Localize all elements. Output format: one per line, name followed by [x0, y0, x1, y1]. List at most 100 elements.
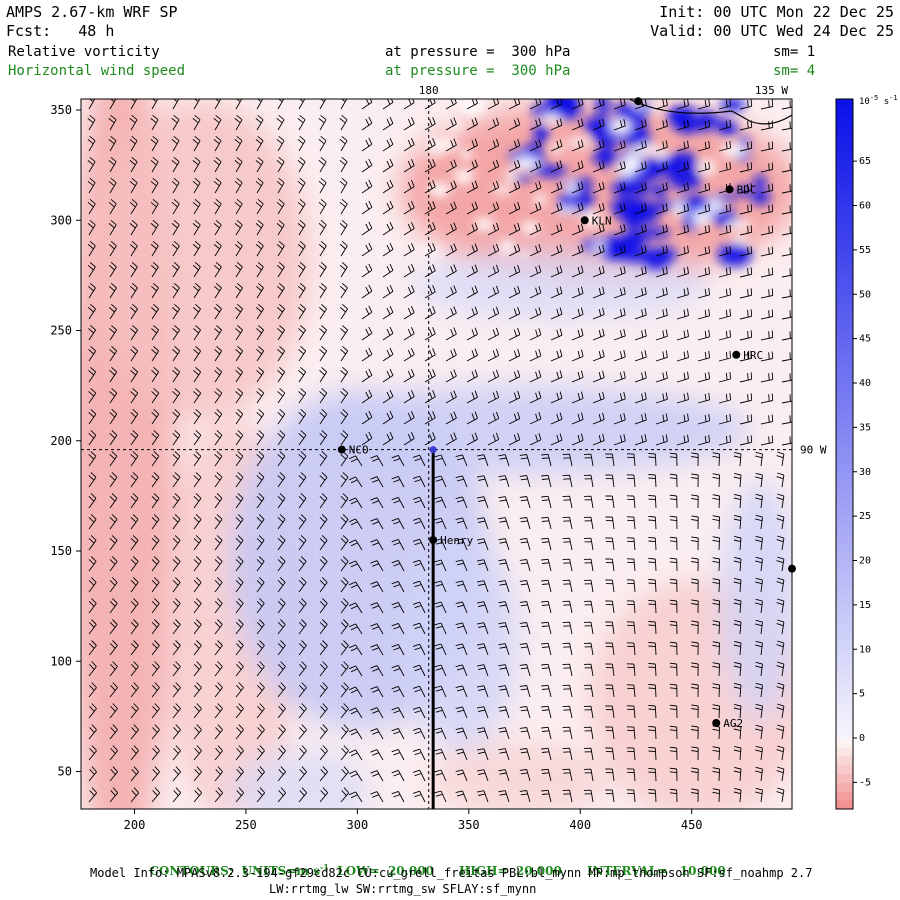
vorticity-speckle	[534, 193, 547, 206]
colorbar-segment	[836, 764, 853, 774]
colorbar-segment	[836, 729, 853, 739]
vorticity-speckle	[657, 247, 677, 262]
contours-units-exp: -1	[319, 862, 329, 872]
colorbar-segment	[836, 427, 853, 437]
station-label-hrc: HRC	[743, 349, 763, 362]
vorticity-speckle	[620, 160, 646, 169]
field1-smooth: sm= 1	[773, 44, 816, 60]
vorticity-speckle	[461, 99, 485, 116]
colorbar-segment	[836, 249, 853, 260]
colorbar-segment	[836, 196, 853, 206]
colorbar-segment	[836, 303, 853, 313]
colorbar-tick-label: 40	[859, 378, 871, 389]
colorbar-segment	[836, 480, 853, 490]
contours-units: CONTOURS: UNITS=m s	[149, 864, 320, 878]
colorbar-tick-label: 50	[859, 289, 871, 300]
colorbar-segment	[836, 738, 853, 748]
colorbar-segment	[836, 329, 853, 340]
field2-name: Horizontal wind speed	[8, 63, 186, 79]
colorbar-segment	[836, 649, 853, 659]
y-tick-label: 200	[50, 434, 72, 448]
colorbar-segment	[836, 223, 853, 233]
colorbar-tick-label: 10	[859, 644, 871, 655]
contours-values: LOW= 20.000 HIGH= 20.000 INTERVAL= 10.00…	[328, 864, 726, 878]
y-tick-label: 350	[50, 103, 72, 117]
vorticity-speckle	[696, 110, 716, 132]
colorbar-segment	[836, 631, 853, 641]
colorbar-segment	[836, 640, 853, 650]
meridian-label-180: 180	[419, 84, 439, 97]
x-tick-label: 300	[347, 818, 369, 832]
colorbar-segment	[836, 107, 853, 118]
colorbar-segment	[836, 241, 853, 251]
vorticity-speckle	[732, 234, 747, 244]
colorbar-segment	[836, 161, 853, 171]
station-marker[interactable]	[712, 719, 721, 728]
station-marker[interactable]	[725, 185, 734, 194]
vorticity-speckle	[753, 174, 767, 190]
colorbar-segment	[836, 489, 853, 499]
colorbar-segment	[836, 205, 853, 215]
colorbar-segment	[836, 294, 853, 304]
colorbar-segment	[836, 800, 853, 810]
meridian-label-135w: 135 W	[755, 84, 788, 97]
colorbar-segment	[836, 587, 853, 597]
vorticity-speckle	[725, 220, 753, 230]
vorticity-speckle	[533, 123, 550, 145]
colorbar-segment	[836, 178, 853, 189]
station-marker[interactable]	[429, 535, 438, 544]
vorticity-speckle	[736, 185, 751, 197]
colorbar-segment	[836, 312, 853, 322]
colorbar-segment	[836, 711, 853, 721]
colorbar-tick-label: 5	[859, 689, 865, 700]
colorbar-tick-label: 0	[859, 733, 865, 744]
x-tick-label: 450	[681, 818, 703, 832]
vorticity-speckle	[690, 195, 709, 210]
vorticity-blob	[290, 385, 750, 475]
colorbar-segment	[836, 391, 853, 402]
colorbar-segment	[836, 187, 853, 198]
vorticity-speckle	[592, 149, 610, 165]
station-marker[interactable]	[732, 350, 741, 359]
colorbar-segment	[836, 773, 853, 783]
colorbar-segment	[836, 542, 853, 553]
vorticity-speckle	[532, 104, 549, 118]
vorticity-speckle	[750, 190, 771, 205]
vorticity-speckle	[505, 170, 517, 183]
colorbar-segment	[836, 613, 853, 624]
vorticity-speckle	[555, 206, 580, 214]
colorbar-tick-label: -5	[859, 777, 871, 788]
colorbar-tick-label: 60	[859, 201, 871, 212]
colorbar-segment	[836, 551, 853, 561]
colorbar-segment	[836, 702, 853, 712]
vorticity-speckle	[438, 137, 458, 150]
coastline	[629, 98, 793, 125]
vorticity-speckle	[451, 169, 475, 177]
vorticity-speckle	[499, 239, 515, 255]
station-marker[interactable]	[788, 564, 796, 573]
colorbar-segment	[836, 445, 853, 455]
colorbar-segment	[836, 507, 853, 517]
colorbar-tick-label: 15	[859, 600, 871, 611]
colorbar-segment	[836, 667, 853, 677]
colorbar-segment	[836, 471, 853, 482]
vorticity-speckle	[545, 99, 578, 114]
colorbar-segment	[836, 436, 853, 446]
colorbar-units: 10-5 s-1	[859, 94, 898, 107]
vorticity-blob	[430, 740, 610, 809]
x-tick-label: 400	[569, 818, 591, 832]
colorbar-segment	[836, 454, 853, 464]
vorticity-speckle	[706, 198, 724, 214]
vorticity-speckle	[474, 217, 495, 231]
station-marker[interactable]	[634, 97, 643, 106]
colorbar-segment	[836, 560, 853, 570]
colorbar-tick-label: 30	[859, 467, 871, 478]
y-tick-label: 250	[50, 324, 72, 338]
vorticity-speckle	[717, 120, 738, 137]
station-marker[interactable]	[580, 216, 589, 225]
field-shading	[81, 99, 792, 809]
station-marker[interactable]	[337, 445, 346, 454]
colorbar-segment	[836, 675, 853, 686]
colorbar-segment	[836, 116, 853, 127]
